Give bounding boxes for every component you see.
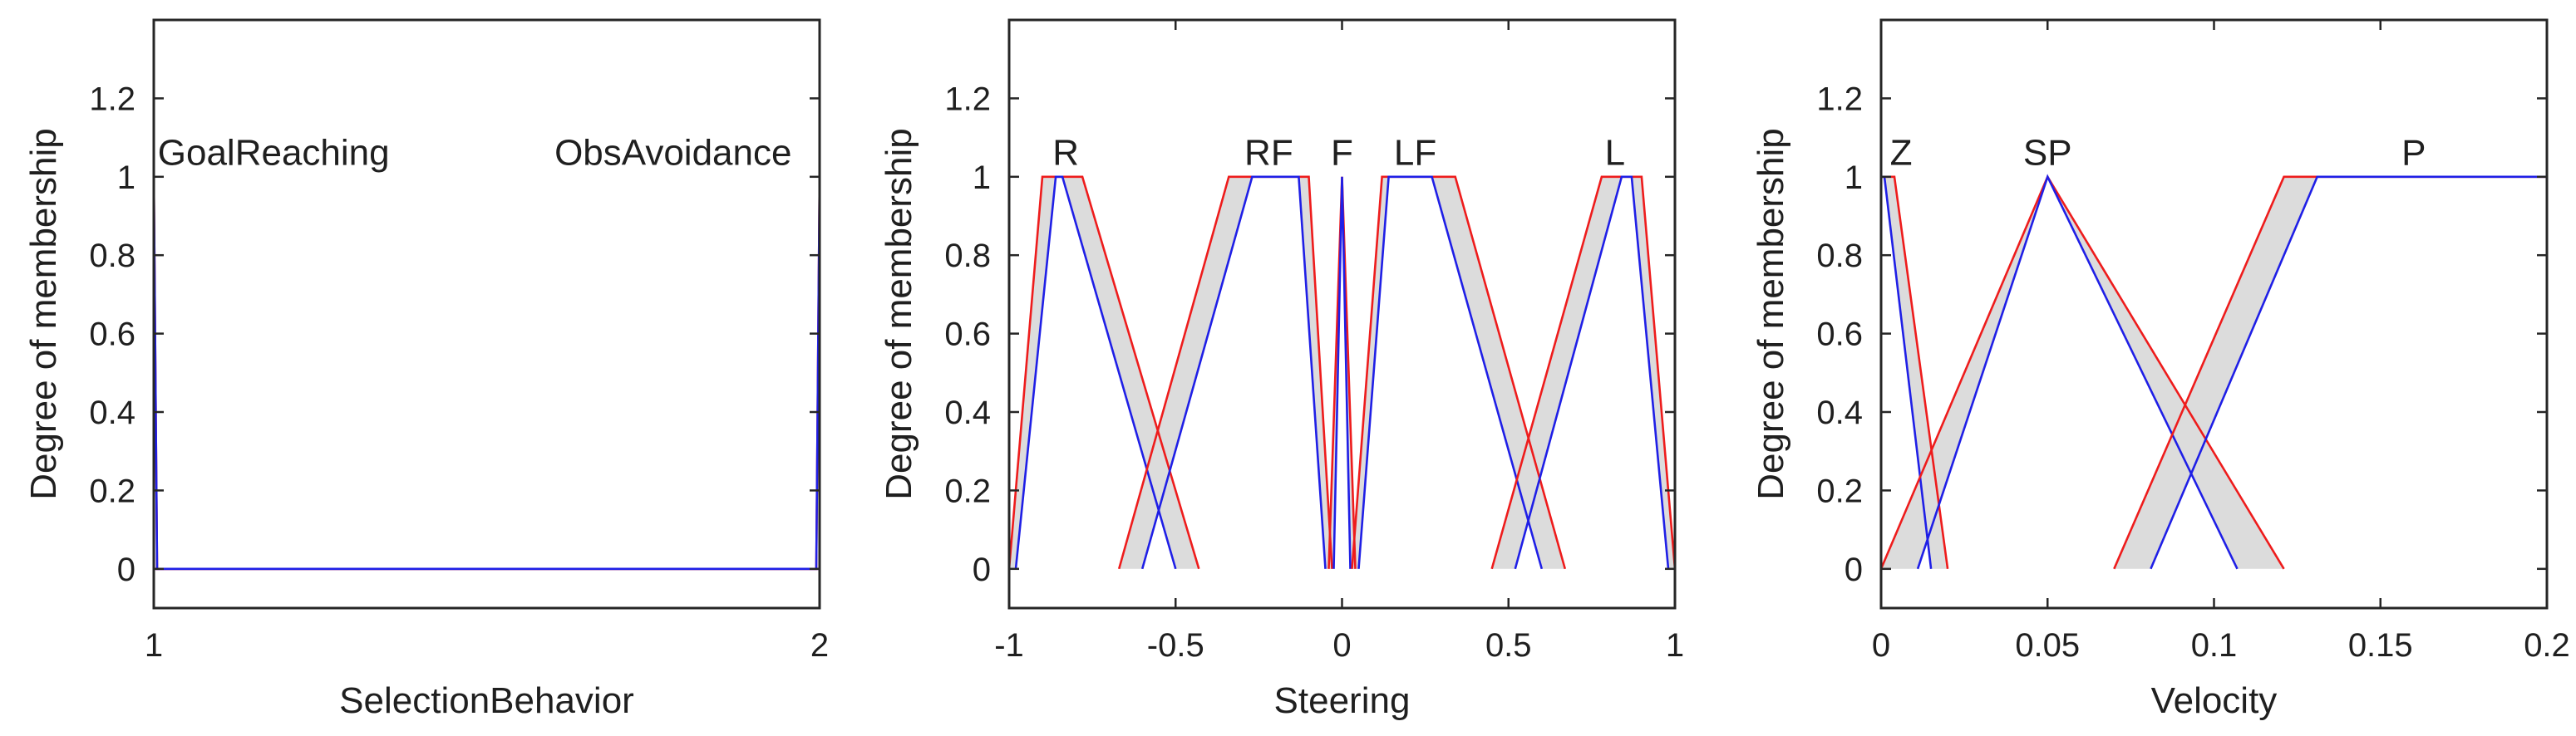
lower-mf-line-goalreaching — [152, 176, 820, 571]
y-tick-label: 1.2 — [1816, 81, 1863, 117]
mf-label-obsavoidance: ObsAvoidance — [554, 133, 791, 174]
x-tick-label: 0.2 — [2524, 627, 2570, 664]
y-tick-label: 0.4 — [1816, 395, 1863, 431]
upper-mf-line-obsavoidance — [154, 176, 821, 571]
plot-panel-1: 0 0.2 0.4 0.6 0.8 1 1.2 1 2 GoalReaching ObsAvoida… — [23, 18, 829, 721]
y-tick-label: 1 — [973, 159, 991, 196]
x-axis-label: SelectionBehavior — [339, 680, 634, 721]
lower-mf-line-l — [1514, 175, 1670, 570]
y-tick-label: 0.8 — [1816, 238, 1863, 274]
y-tick-label: 0.6 — [944, 316, 991, 353]
x-tick-label: 2 — [810, 627, 829, 664]
x-tick-label: 0.05 — [2015, 627, 2080, 664]
y-axis-label: Degree of membership — [879, 128, 919, 500]
y-tick-label: 0.6 — [1816, 316, 1863, 353]
y-tick-label: 1 — [117, 159, 135, 196]
y-tick-label: 0.4 — [89, 395, 135, 431]
y-tick-label: 0.8 — [89, 238, 135, 274]
y-tick-label: 1.2 — [89, 81, 135, 117]
mf-label-r: R — [1052, 133, 1079, 174]
lower-mf-line-p — [2150, 175, 2547, 570]
lower-mf-line-obsavoidance — [154, 176, 821, 571]
x-tick-label: 1 — [1666, 627, 1684, 664]
footprint-obsavoidance — [154, 176, 820, 569]
mf-label-sp: SP — [2023, 133, 2072, 174]
y-tick-label: 0.2 — [1816, 473, 1863, 509]
y-tick-label: 0 — [1845, 552, 1863, 588]
y-tick-label: 0.2 — [944, 473, 991, 509]
lower-mf-line-sp — [1916, 174, 2239, 570]
footprint-f — [1328, 176, 1356, 569]
y-tick-label: 0 — [973, 552, 991, 588]
x-tick-label: 0.1 — [2191, 627, 2238, 664]
upper-mf-line-goalreaching — [152, 176, 820, 571]
x-tick-label: -1 — [994, 627, 1024, 664]
plot-panel-2: 0 0.2 0.4 0.6 0.8 1 1.2 -1 -0.5 0 0.5 1 R RF F LF L Steer… — [879, 18, 1684, 721]
footprint-p — [2114, 176, 2547, 569]
plot-panel-3: 0 0.2 0.4 0.6 0.8 1 1.2 0 0.05 0.1 0.15 0.2 Z SP P Velo… — [1751, 18, 2570, 721]
footprint-sp — [1881, 176, 2284, 569]
x-axis-label: Velocity — [2151, 680, 2278, 721]
axes-box — [152, 18, 821, 610]
x-tick-label: 1 — [145, 627, 163, 664]
mf-label-p: P — [2401, 133, 2426, 174]
y-tick-label: 0 — [117, 552, 135, 588]
mf-label-l: L — [1605, 133, 1625, 174]
y-axis-label: Degree of membership — [1751, 128, 1791, 500]
lower-mf-line-r — [1014, 175, 1177, 570]
upper-mf-line-p — [2113, 175, 2547, 570]
x-tick-label: 0.5 — [1485, 627, 1532, 664]
lower-mf-line-lf — [1357, 175, 1544, 570]
y-tick-label: 0.2 — [89, 473, 135, 509]
x-tick-label: -0.5 — [1147, 627, 1204, 664]
y-axis-label: Degree of membership — [23, 128, 64, 500]
lower-mf-line-f — [1332, 176, 1352, 569]
y-tick-label: 0.8 — [944, 238, 991, 274]
mf-label-goalreaching: GoalReaching — [158, 133, 390, 174]
footprint-goalreaching — [154, 176, 820, 569]
lower-mf-line-rf — [1140, 175, 1327, 570]
y-tick-label: 1 — [1845, 159, 1863, 196]
mf-label-lf: LF — [1394, 133, 1436, 174]
mf-label-z: Z — [1890, 133, 1913, 174]
footprint-rf — [1119, 176, 1332, 569]
x-tick-label: 0 — [1872, 627, 1890, 664]
mf-label-rf: RF — [1244, 133, 1293, 174]
x-axis-label: Steering — [1274, 680, 1411, 721]
x-tick-label: 0.15 — [2348, 627, 2413, 664]
y-tick-label: 0.4 — [944, 395, 991, 431]
footprint-lf — [1352, 176, 1565, 569]
y-tick-label: 1.2 — [944, 81, 991, 117]
x-tick-label: 0 — [1332, 627, 1351, 664]
mf-label-f: F — [1331, 133, 1353, 174]
y-tick-label: 0.6 — [89, 316, 135, 353]
